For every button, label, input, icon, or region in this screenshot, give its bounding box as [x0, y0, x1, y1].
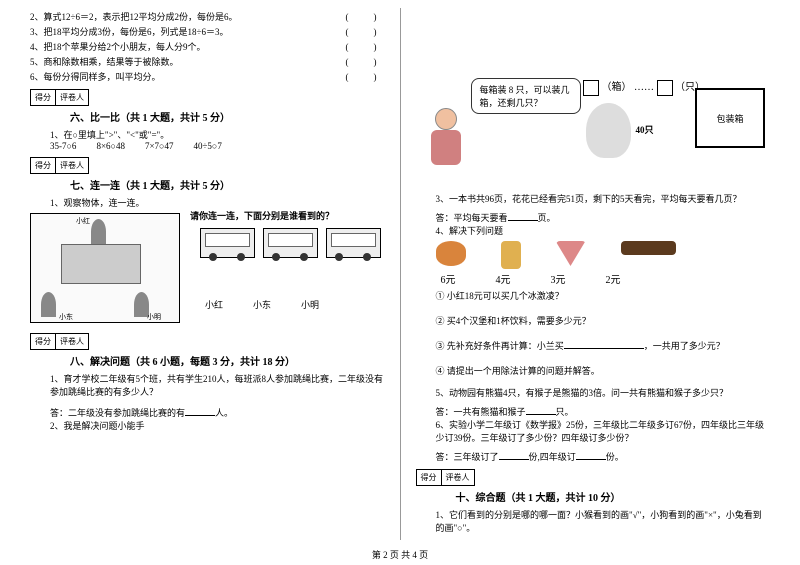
q6-ans: 答：三年级订了份,四年级订份。: [436, 450, 771, 463]
section-8-title: 八、解决问题（共 6 小题，每题 3 分，共计 18 分）: [70, 353, 385, 368]
box-label: 包装箱: [716, 112, 743, 125]
drink-icon: [501, 241, 521, 269]
sec8-a1: 答：二年级没有参加跳绳比赛的有人。: [50, 406, 385, 419]
sec10-q1: 1、它们看到的分别是哪的哪一面？小猴看到的画"√"，小狗看到的画"×"，小兔看到…: [436, 508, 771, 534]
q4-3: ③ 先补充好条件再计算：小兰买，一共用了多少元？: [436, 339, 771, 352]
answer-bracket: ( ): [346, 55, 385, 68]
name-labels: 小红 小东 小明: [205, 298, 385, 311]
q4: 4、解决下列问题: [436, 224, 771, 237]
judgment-list: 2、算式12÷6＝2，表示把12平均分成2份，每份是6。 ( ) 3、把18平均…: [30, 10, 385, 83]
grader-label: 评卷人: [55, 333, 89, 350]
blank-field[interactable]: [564, 348, 644, 349]
connect-prompt: 请你连一连，下面分别是谁看到的？: [190, 209, 385, 222]
judgment-item: 5、商和除数相乘，结果等于被除数。 ( ): [30, 55, 385, 68]
girl-icon: [421, 108, 471, 183]
score-box: 得分 评卷人: [30, 333, 385, 350]
answer-bracket: ( ): [346, 25, 385, 38]
score-label: 得分: [30, 157, 55, 174]
answer-bracket: ( ): [346, 40, 385, 53]
bus-view-icon: [200, 228, 255, 258]
blank-box[interactable]: [583, 80, 599, 96]
burger-icon: [436, 241, 466, 266]
q4-2: ② 买4个汉堡和1杯饮料，需要多少元？: [436, 314, 771, 327]
blank-field[interactable]: [576, 459, 606, 460]
bus-view-icon: [263, 228, 318, 258]
column-divider: [400, 8, 401, 540]
q3: 3、一本书共96页，花花已经看完51页，剩下的5天看完，平均每天要看几页？: [436, 192, 771, 205]
speech-bubble: 每箱装 8 只，可以装几箱，还剩几只？: [471, 78, 581, 114]
q5-ans: 答：一共有熊猫和猴子只。: [436, 405, 771, 418]
blank-field[interactable]: [185, 415, 215, 416]
section-6-title: 六、比一比（共 1 大题，共计 5 分）: [70, 109, 385, 124]
section-7-title: 七、连一连（共 1 大题，共计 5 分）: [70, 177, 385, 192]
packing-problem: 每箱装 8 只，可以装几箱，还剩几只？ 40只 包装箱 ÷ ＝ （箱） …… （…: [416, 78, 771, 188]
left-column: 2、算式12÷6＝2，表示把12平均分成2份，每份是6。 ( ) 3、把18平均…: [20, 8, 395, 540]
sec7-q1: 1、观察物体，连一连。: [50, 196, 385, 209]
price: 4元: [496, 271, 511, 286]
answer-bracket: ( ): [346, 70, 385, 83]
sec6-q1: 1、在○里填上">"、"<"或"="。: [50, 128, 385, 141]
toy-count: 40只: [636, 123, 654, 136]
grader-label: 评卷人: [441, 469, 475, 486]
page-footer: 第 2 页 共 4 页: [0, 548, 800, 561]
name-label: 小红: [205, 298, 223, 311]
price-row: 6元 4元 3元 2元: [441, 271, 771, 286]
grader-label: 评卷人: [55, 157, 89, 174]
sec8-q1: 1、育才学校二年级有5个班，共有学生210人，每班派8人参加跳绳比赛，二年级没有…: [50, 372, 385, 398]
price: 3元: [551, 271, 566, 286]
chocolate-icon: [621, 241, 676, 255]
compare-item: 40÷5○7: [193, 141, 221, 151]
score-box: 得分 评卷人: [30, 89, 385, 106]
price: 6元: [441, 271, 456, 286]
score-box: 得分 评卷人: [416, 469, 771, 486]
toy-icon: [586, 103, 631, 158]
blank-field[interactable]: [526, 414, 556, 415]
sec8-q2: 2、我是解决问题小能手: [50, 419, 385, 432]
score-label: 得分: [416, 469, 441, 486]
scene-image: 小红 小东 小明: [30, 213, 180, 323]
q5: 5、动物园有熊猫4只，有猴子是熊猫的3倍。问一共有熊猫和猴子多少只？: [436, 386, 771, 399]
judgment-item: 3、把18平均分成3份，每份是6，列式是18÷6＝3。 ( ): [30, 25, 385, 38]
food-images: [436, 241, 771, 269]
q3-ans: 答：平均每天要看页。: [436, 211, 771, 224]
q4-4: ④ 请提出一个用除法计算的问题并解答。: [436, 364, 771, 377]
compare-item: 7×7○47: [145, 141, 174, 151]
q4-1: ① 小红18元可以买几个冰激凌？: [436, 289, 771, 302]
compare-item: 8×6○48: [96, 141, 125, 151]
blank-field[interactable]: [499, 459, 529, 460]
right-column: 每箱装 8 只，可以装几箱，还剩几只？ 40只 包装箱 ÷ ＝ （箱） …… （…: [406, 8, 781, 540]
section-10-title: 十、综合题（共 1 大题，共计 10 分）: [456, 489, 771, 504]
compare-items: 35-7○6 8×6○48 7×7○47 40÷5○7: [50, 141, 385, 151]
judgment-item: 6、每份分得同样多，叫平均分。 ( ): [30, 70, 385, 83]
grader-label: 评卷人: [55, 89, 89, 106]
bus-views: [200, 228, 385, 258]
judgment-item: 2、算式12÷6＝2，表示把12平均分成2份，每份是6。 ( ): [30, 10, 385, 23]
blank-field[interactable]: [508, 220, 538, 221]
blank-box[interactable]: [657, 80, 673, 96]
name-label: 小明: [301, 298, 319, 311]
compare-item: 35-7○6: [50, 141, 76, 151]
price: 2元: [606, 271, 621, 286]
score-label: 得分: [30, 89, 55, 106]
score-box: 得分 评卷人: [30, 157, 385, 174]
icecream-icon: [556, 241, 586, 266]
package-box-icon: 包装箱: [695, 88, 765, 148]
q6: 6、实验小学二年级订《数学报》25份，三年级比二年级多订67份，四年级比三年级少…: [436, 418, 771, 444]
answer-bracket: ( ): [346, 10, 385, 23]
bus-view-icon: [326, 228, 381, 258]
score-label: 得分: [30, 333, 55, 350]
judgment-item: 4、把18个苹果分给2个小朋友，每人分9个。 ( ): [30, 40, 385, 53]
name-label: 小东: [253, 298, 271, 311]
